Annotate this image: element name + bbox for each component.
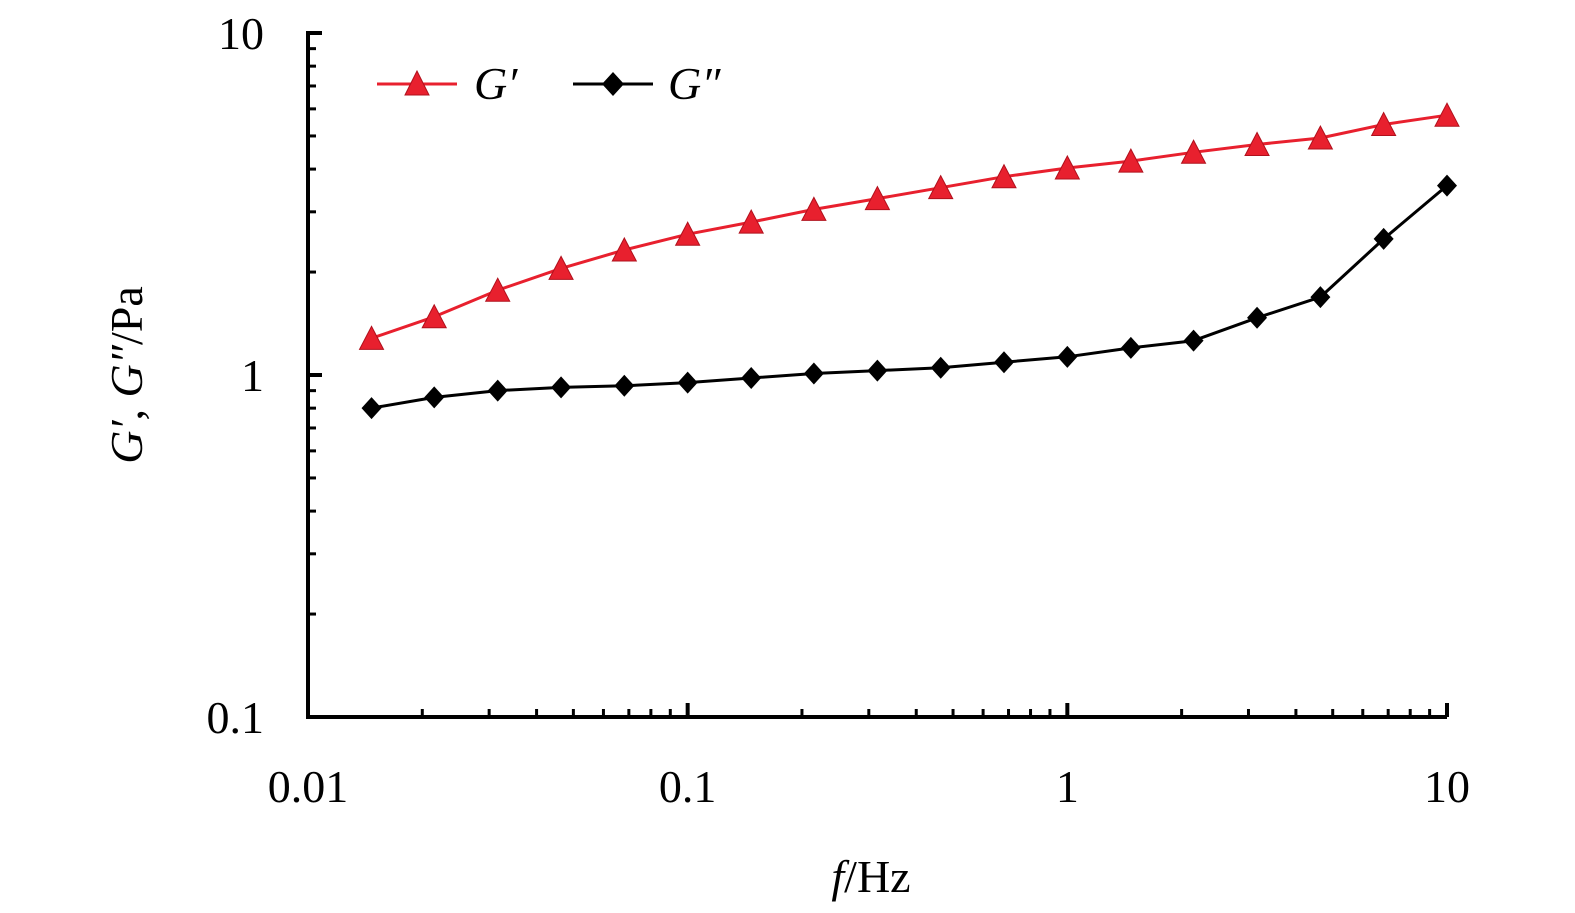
data-point-triangle xyxy=(1434,102,1460,127)
data-point-triangle xyxy=(1307,124,1334,150)
series-line xyxy=(371,113,1448,340)
x-axis-title: f/Hz xyxy=(831,851,910,902)
data-point-diamond xyxy=(1310,286,1331,309)
data-point-diamond xyxy=(1373,227,1394,250)
data-point-diamond xyxy=(1057,345,1078,368)
data-point-triangle xyxy=(801,196,827,221)
data-point-diamond xyxy=(361,397,382,420)
y-axis-title: G′, G″/Pa xyxy=(101,286,152,463)
x-tick-label: 0.1 xyxy=(659,761,717,812)
y-tick-label: 0.1 xyxy=(207,692,265,743)
legend-label-g-prime: G′ xyxy=(474,58,518,109)
legend-marker-g-double-prime xyxy=(602,72,624,96)
data-point-diamond xyxy=(1247,306,1268,329)
data-point-diamond xyxy=(1183,329,1204,352)
data-point-triangle xyxy=(1244,131,1270,157)
x-tick-label: 1 xyxy=(1056,761,1079,812)
series-g-double-prime xyxy=(361,174,1457,420)
series-g-prime xyxy=(358,102,1460,350)
data-point-triangle xyxy=(1370,111,1397,137)
data-point-diamond xyxy=(741,367,762,390)
data-point-diamond xyxy=(993,351,1014,374)
data-point-diamond xyxy=(677,371,698,394)
data-point-diamond xyxy=(1437,174,1457,197)
data-point-triangle xyxy=(484,277,511,302)
y-tick-label: 10 xyxy=(218,8,264,59)
legend: G′ G″ xyxy=(377,58,721,109)
data-point-triangle xyxy=(927,174,954,200)
data-point-diamond xyxy=(930,356,951,379)
y-axis-separator: , xyxy=(101,397,152,420)
data-point-diamond xyxy=(867,359,888,382)
data-point-diamond xyxy=(614,374,635,397)
x-tick-label: 0.01 xyxy=(268,761,349,812)
data-point-diamond xyxy=(551,376,572,399)
y-axis-g-prime: G′ xyxy=(101,420,152,464)
legend-marker-g-prime xyxy=(404,69,430,96)
data-point-triangle xyxy=(611,236,638,262)
data-point-triangle xyxy=(864,185,891,211)
data-point-triangle xyxy=(991,163,1017,189)
data-point-triangle xyxy=(1180,139,1207,164)
data-point-triangle xyxy=(1054,154,1081,180)
data-point-triangle xyxy=(1118,148,1144,173)
data-point-triangle xyxy=(358,325,385,350)
y-tick-label: 1 xyxy=(241,350,264,401)
series-line xyxy=(371,184,1448,410)
data-point-triangle xyxy=(738,208,765,234)
data-point-diamond xyxy=(1120,336,1141,359)
y-axis-unit: /Pa xyxy=(101,286,152,345)
series-layer xyxy=(358,102,1460,420)
data-point-diamond xyxy=(803,362,824,385)
y-axis-g-double-prime: G″ xyxy=(101,344,152,397)
x-axis-unit: /Hz xyxy=(844,851,910,902)
legend-label-g-double-prime: G″ xyxy=(668,58,721,109)
data-point-triangle xyxy=(421,303,448,329)
data-point-diamond xyxy=(487,379,508,402)
data-point-diamond xyxy=(424,386,445,409)
data-point-triangle xyxy=(548,255,574,280)
x-tick-label: 10 xyxy=(1424,761,1470,812)
data-point-triangle xyxy=(674,221,701,246)
